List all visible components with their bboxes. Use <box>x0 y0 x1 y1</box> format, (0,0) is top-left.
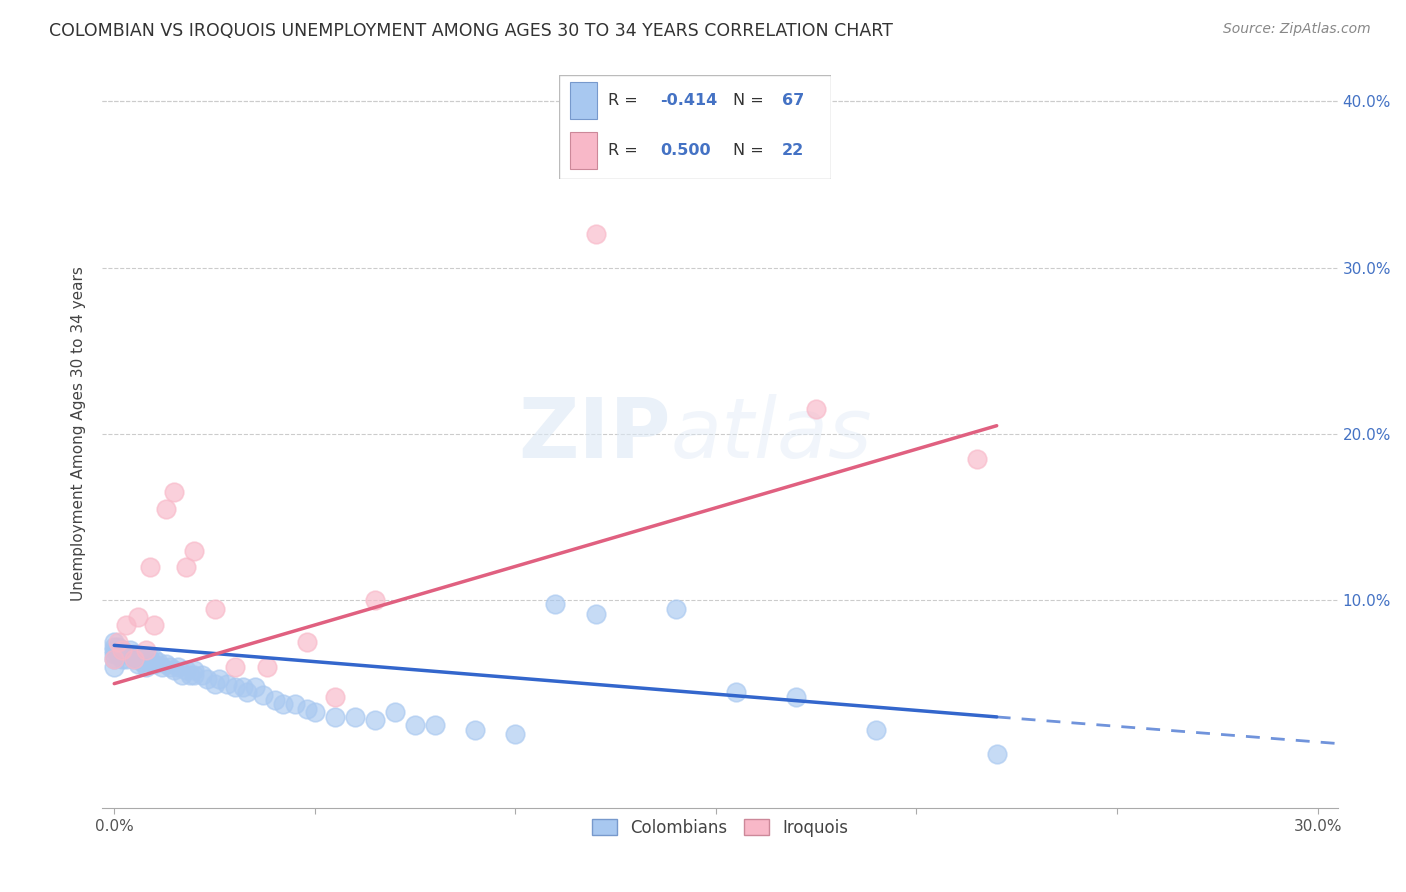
Point <box>215 676 238 690</box>
Point <box>120 648 142 663</box>
Text: ZIP: ZIP <box>517 393 671 475</box>
Point <box>235 685 257 699</box>
Point <box>865 723 887 738</box>
Point <box>585 227 607 242</box>
Point <box>111 651 134 665</box>
Point <box>295 635 318 649</box>
Point <box>252 688 274 702</box>
Point <box>143 657 166 671</box>
Point <box>204 676 226 690</box>
Point <box>183 543 205 558</box>
Point <box>163 663 186 677</box>
Point <box>103 651 125 665</box>
Point <box>127 610 149 624</box>
Point <box>115 618 138 632</box>
Point <box>176 663 198 677</box>
Point <box>806 402 828 417</box>
Point <box>295 701 318 715</box>
Point <box>665 601 688 615</box>
Point <box>404 718 426 732</box>
Point <box>179 668 201 682</box>
Point <box>195 672 218 686</box>
Point <box>124 651 146 665</box>
Point <box>986 747 1008 761</box>
Point <box>271 697 294 711</box>
Point <box>323 710 346 724</box>
Point <box>544 597 567 611</box>
Point <box>127 651 149 665</box>
Point <box>263 693 285 707</box>
Point <box>207 672 229 686</box>
Point <box>139 655 162 669</box>
Point <box>115 647 138 661</box>
Point <box>103 660 125 674</box>
Point <box>724 685 747 699</box>
Point <box>224 660 246 674</box>
Point <box>131 655 153 669</box>
Point <box>103 643 125 657</box>
Text: atlas: atlas <box>671 393 872 475</box>
Point <box>139 651 162 665</box>
Point <box>103 651 125 665</box>
Point <box>155 502 177 516</box>
Point <box>124 651 146 665</box>
Point <box>284 697 307 711</box>
Point <box>107 640 129 654</box>
Point <box>176 560 198 574</box>
Point <box>224 680 246 694</box>
Point <box>155 657 177 671</box>
Point <box>204 601 226 615</box>
Point <box>585 607 607 621</box>
Point <box>232 680 254 694</box>
Point <box>183 668 205 682</box>
Point <box>111 643 134 657</box>
Point <box>304 705 326 719</box>
Point <box>124 647 146 661</box>
Point <box>143 651 166 665</box>
Point <box>139 560 162 574</box>
Point <box>131 651 153 665</box>
Point <box>191 668 214 682</box>
Point <box>135 643 157 657</box>
Point <box>343 710 366 724</box>
Point <box>103 640 125 654</box>
Point <box>107 635 129 649</box>
Point <box>120 643 142 657</box>
Point <box>150 660 173 674</box>
Point <box>364 593 387 607</box>
Point <box>464 723 486 738</box>
Text: Source: ZipAtlas.com: Source: ZipAtlas.com <box>1223 22 1371 37</box>
Point <box>103 647 125 661</box>
Y-axis label: Unemployment Among Ages 30 to 34 years: Unemployment Among Ages 30 to 34 years <box>72 267 86 601</box>
Point <box>364 713 387 727</box>
Point <box>423 718 446 732</box>
Point <box>256 660 278 674</box>
Point <box>167 660 190 674</box>
Point <box>172 668 194 682</box>
Text: COLOMBIAN VS IROQUOIS UNEMPLOYMENT AMONG AGES 30 TO 34 YEARS CORRELATION CHART: COLOMBIAN VS IROQUOIS UNEMPLOYMENT AMONG… <box>49 22 893 40</box>
Point <box>159 660 181 674</box>
Point <box>143 618 166 632</box>
Legend: Colombians, Iroquois: Colombians, Iroquois <box>583 810 856 845</box>
Point <box>505 726 527 740</box>
Point <box>115 651 138 665</box>
Point <box>384 705 406 719</box>
Point <box>148 655 170 669</box>
Point <box>135 651 157 665</box>
Point <box>163 485 186 500</box>
Point <box>785 690 807 704</box>
Point <box>135 660 157 674</box>
Point <box>127 657 149 671</box>
Point <box>183 663 205 677</box>
Point <box>243 680 266 694</box>
Point <box>107 647 129 661</box>
Point <box>103 635 125 649</box>
Point <box>323 690 346 704</box>
Point <box>111 643 134 657</box>
Point <box>966 452 988 467</box>
